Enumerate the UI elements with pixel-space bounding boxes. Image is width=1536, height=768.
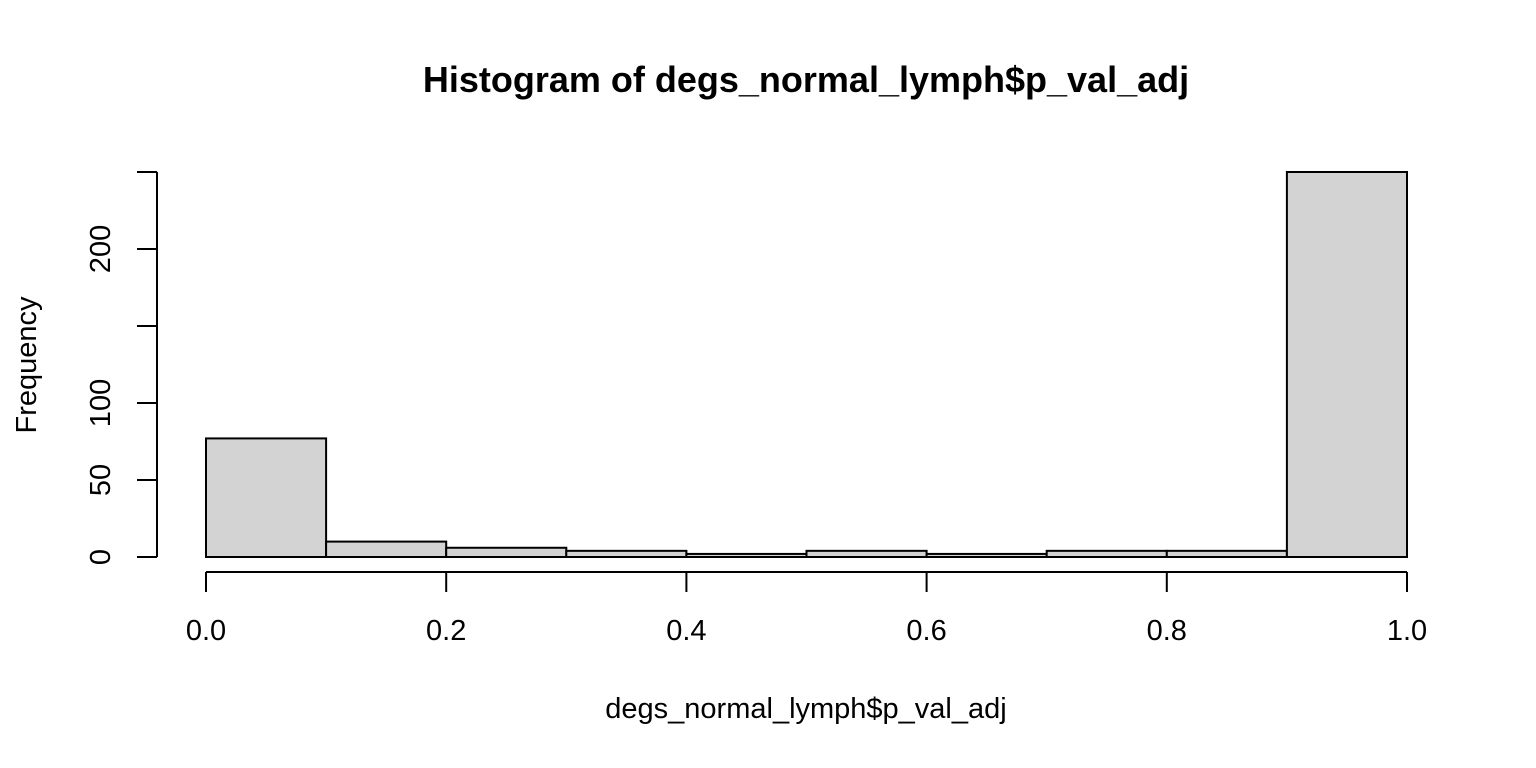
y-axis-label: Frequency <box>11 296 43 434</box>
histogram-bar <box>325 540 448 558</box>
y-axis: 0 50 100 200 <box>85 171 158 565</box>
y-tick-label: 0 <box>85 549 117 565</box>
y-tick-label: 200 <box>85 225 117 273</box>
x-tick-label: 0.0 <box>186 615 226 647</box>
x-tick-label: 0.4 <box>666 615 706 647</box>
y-tick-label: 100 <box>85 379 117 427</box>
x-axis-label: degs_normal_lymph$p_val_adj <box>605 693 1006 725</box>
x-tick-label: 1.0 <box>1387 615 1427 647</box>
y-tick-label: 50 <box>85 464 117 496</box>
histogram-bar <box>565 549 688 559</box>
histogram-bar <box>1165 549 1288 559</box>
histogram-bar <box>1285 171 1409 558</box>
bars-group <box>205 171 1409 559</box>
histogram-bar <box>205 437 328 559</box>
chart-title: Histogram of degs_normal_lymph$p_val_adj <box>423 59 1189 100</box>
histogram-bar <box>1045 549 1168 559</box>
x-tick-label: 0.6 <box>906 615 946 647</box>
histogram-bar <box>685 552 808 558</box>
histogram-bar <box>445 546 568 559</box>
x-tick-label: 0.8 <box>1147 615 1187 647</box>
x-axis: 0.0 0.2 0.4 0.6 0.8 1.0 <box>186 571 1427 647</box>
histogram-bar <box>805 549 928 559</box>
x-tick-label: 0.2 <box>426 615 466 647</box>
histogram-bar <box>925 552 1048 558</box>
